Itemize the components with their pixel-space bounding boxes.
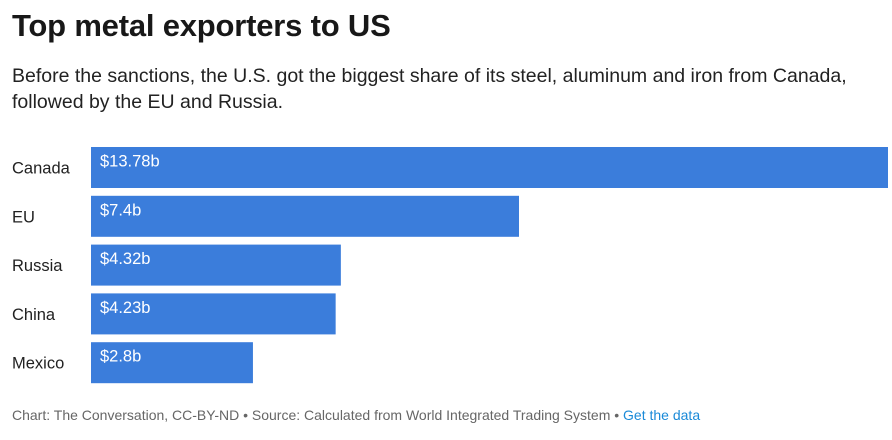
bar-chart: Canada $13.78b EU $7.4b Russia $4.32b China $4.… bbox=[12, 147, 888, 384]
get-the-data-link[interactable]: Get the data bbox=[623, 407, 701, 423]
chart-subtitle: Before the sanctions, the U.S. got the b… bbox=[12, 65, 847, 113]
category-label: Mexico bbox=[12, 355, 64, 373]
bar-russia bbox=[91, 244, 341, 286]
value-label: $4.23b bbox=[100, 299, 150, 317]
category-label: Canada bbox=[12, 160, 71, 178]
category-label: EU bbox=[12, 208, 35, 226]
footer-separator: • bbox=[614, 407, 620, 423]
bar-china bbox=[91, 293, 336, 335]
chart-footer: Chart: The Conversation, CC-BY-ND • Sour… bbox=[12, 407, 700, 423]
category-label: Russia bbox=[12, 257, 63, 275]
footer-separator: • bbox=[243, 407, 248, 423]
chart-credit: Chart: The Conversation, CC-BY-ND bbox=[12, 407, 240, 423]
category-label: China bbox=[12, 306, 56, 324]
value-label: $7.4b bbox=[100, 201, 141, 219]
chart-title: Top metal exporters to US bbox=[12, 8, 391, 43]
chart-source: Source: Calculated from World Integrated… bbox=[251, 407, 611, 423]
bar-eu bbox=[91, 195, 519, 237]
value-label: $4.32b bbox=[100, 250, 150, 268]
bar-mexico bbox=[91, 342, 253, 384]
value-label: $2.8b bbox=[100, 348, 141, 366]
bar-canada bbox=[91, 147, 888, 188]
value-label: $13.78b bbox=[100, 153, 160, 171]
